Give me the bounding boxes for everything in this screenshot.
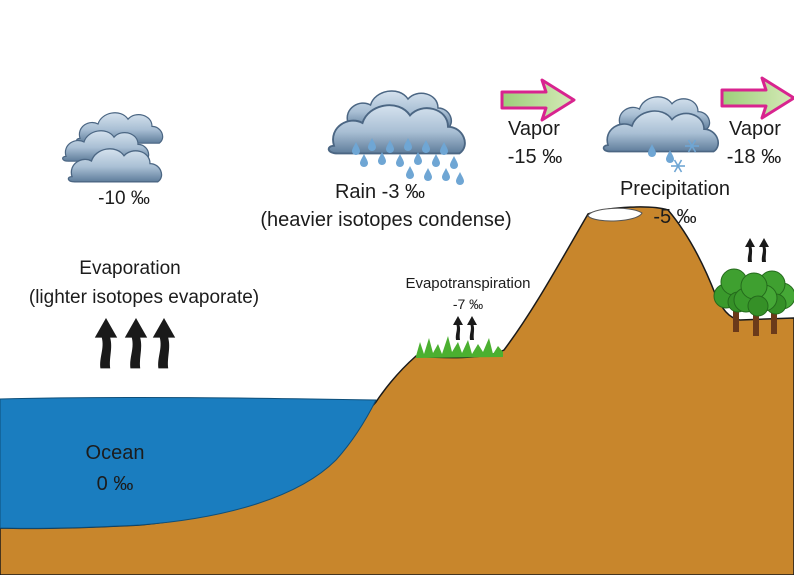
rain-note: (heavier isotopes condense) [260, 209, 512, 231]
snowflake-icons [671, 139, 699, 173]
ocean-value: 0 ‰ [96, 473, 134, 495]
evaporation-note: (lighter isotopes evaporate) [28, 287, 260, 308]
evapotranspiration-value: -7 ‰ [452, 296, 484, 312]
vapor-1-label: Vapor [508, 118, 560, 140]
vapor-2-label: Vapor [729, 118, 781, 140]
evapotranspiration-arrows [453, 316, 477, 340]
cloud-ocean-value: -10 ‰ [98, 188, 150, 209]
grass-patch [416, 336, 503, 358]
ocean-label: Ocean [85, 442, 145, 464]
evaporation-label: Evaporation [79, 258, 181, 279]
ocean-water [0, 396, 377, 529]
vapor-2-value: -18 ‰ [726, 146, 782, 168]
snow-cap [587, 207, 643, 222]
precipitation-value: -5 ‰ [653, 206, 697, 228]
vapor-1-value: -15 ‰ [507, 146, 563, 168]
cloud-ocean [62, 112, 164, 183]
evapotranspiration-label: Evapotranspiration [405, 275, 531, 292]
tree-arrows [745, 238, 769, 262]
rain-label: Rain -3 ‰ [334, 181, 426, 203]
vapor-arrow-2 [720, 76, 794, 120]
precipitation-label: Precipitation [619, 178, 731, 200]
cloud-snow [602, 96, 720, 163]
evaporation-arrows [94, 318, 176, 369]
vapor-arrow-1 [500, 78, 576, 122]
